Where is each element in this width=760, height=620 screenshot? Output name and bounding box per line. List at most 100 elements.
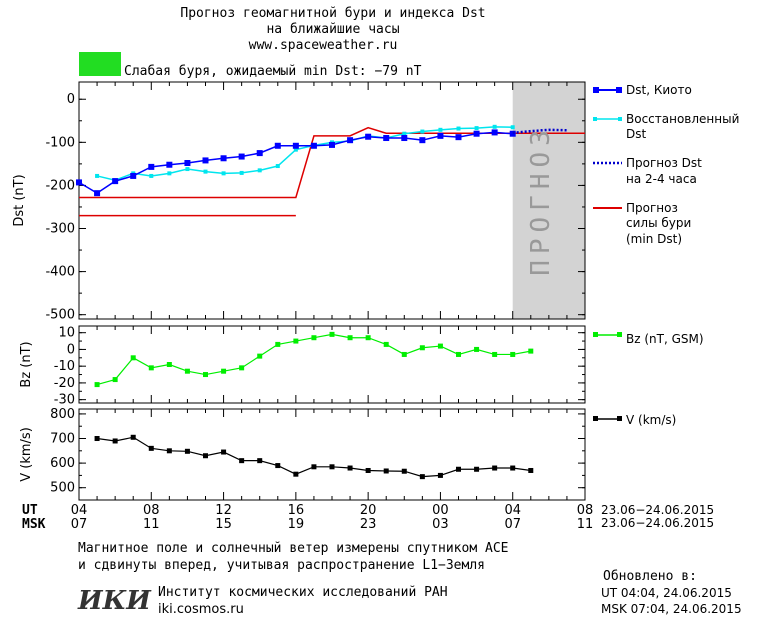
msk-tick-label: 07 bbox=[71, 517, 88, 532]
v-point bbox=[311, 464, 317, 470]
storm-status-swatch bbox=[79, 52, 121, 76]
y-tick-label: 500 bbox=[50, 481, 75, 496]
restored-dst-point bbox=[239, 170, 244, 175]
dst-kyoto-point bbox=[509, 130, 516, 137]
legend-bz-marker bbox=[617, 332, 622, 337]
y-tick-label: 0 bbox=[67, 342, 75, 357]
bz-line bbox=[96, 333, 531, 386]
restored-dst-point bbox=[420, 129, 425, 134]
institute-url[interactable]: iki.cosmos.ru bbox=[158, 602, 244, 617]
restored-dst-point bbox=[167, 171, 172, 176]
legend-dst: Dst, Киото Восстановленный Dst Прогноз D… bbox=[593, 83, 739, 246]
y-tick-label: -400 bbox=[45, 265, 75, 280]
ut-tick-label: 00 bbox=[432, 503, 449, 518]
dst-kyoto-point bbox=[76, 179, 82, 186]
dst-kyoto-point bbox=[238, 153, 245, 160]
restored-dst-point bbox=[149, 173, 154, 178]
chart-marks bbox=[76, 124, 585, 480]
y-tick-label: -10 bbox=[54, 359, 75, 374]
msk-tick-label: 19 bbox=[288, 517, 305, 532]
bz-point bbox=[203, 372, 208, 378]
v-point bbox=[257, 458, 263, 464]
updated-ut: UT 04:04, 24.06.2015 bbox=[601, 586, 732, 600]
legend-restored-1: Восстановленный bbox=[626, 112, 739, 126]
dst-kyoto-point bbox=[455, 134, 462, 141]
v-point bbox=[419, 474, 425, 480]
dst-forecast-line bbox=[512, 128, 567, 135]
bz-point bbox=[166, 362, 172, 367]
legend-restored-marker bbox=[618, 117, 622, 121]
bz-point bbox=[419, 345, 425, 351]
dst-kyoto-point bbox=[419, 137, 426, 144]
bz-point bbox=[148, 365, 154, 371]
bz-point bbox=[94, 382, 100, 388]
bz-point bbox=[112, 377, 118, 383]
dst-kyoto-point bbox=[310, 142, 317, 149]
dst-kyoto-point bbox=[473, 130, 480, 137]
bz-point bbox=[456, 351, 461, 357]
msk-tick-label: 11 bbox=[143, 517, 160, 532]
dst-kyoto-point bbox=[112, 178, 119, 185]
bz-point bbox=[437, 343, 443, 349]
dst-kyoto-point bbox=[401, 135, 408, 142]
y-tick-label: 700 bbox=[50, 432, 75, 447]
msk-tick-label: 15 bbox=[215, 517, 232, 532]
v-point bbox=[347, 465, 353, 471]
v-point bbox=[112, 438, 118, 444]
v-point bbox=[203, 453, 208, 459]
dst-kyoto-point bbox=[220, 155, 227, 162]
legend-bz-label: Bz (nT, GSM) bbox=[626, 332, 704, 346]
bz-point bbox=[239, 365, 245, 371]
legend-dst-kyoto-marker bbox=[616, 87, 622, 93]
y-tick-label: 800 bbox=[50, 407, 75, 422]
dst-kyoto-point bbox=[148, 163, 155, 170]
v-point bbox=[94, 436, 100, 442]
bz-point bbox=[474, 346, 480, 352]
bz-point bbox=[510, 351, 516, 357]
restored-dst-point bbox=[438, 127, 443, 132]
restored-dst-point bbox=[492, 124, 497, 129]
bz-point bbox=[365, 335, 371, 341]
ut-date-range: 23.06−24.06.2015 bbox=[601, 503, 714, 517]
v-line bbox=[96, 436, 531, 478]
restored-dst-point bbox=[275, 164, 280, 169]
y-axis-label: Dst (nT) bbox=[12, 174, 27, 226]
bz-point bbox=[383, 341, 389, 347]
legend-dst-kyoto: Dst, Киото bbox=[626, 83, 692, 97]
bz-point bbox=[221, 368, 227, 374]
legend-v-label: V (km/s) bbox=[626, 413, 676, 427]
msk-date-range: 23.06−24.06.2015 bbox=[601, 516, 714, 530]
ut-tick-label: 20 bbox=[360, 503, 377, 518]
restored-dst-point bbox=[510, 125, 515, 130]
msk-axis-label: MSK bbox=[22, 517, 46, 532]
msk-tick-label: 07 bbox=[504, 517, 521, 532]
legend-storm-3: (min Dst) bbox=[626, 232, 682, 246]
v-point bbox=[166, 448, 172, 454]
updated-msk: MSK 07:04, 24.06.2015 bbox=[601, 602, 742, 616]
v-point bbox=[510, 465, 516, 471]
title-line2: на ближайшие часы bbox=[266, 22, 399, 37]
v-point bbox=[293, 471, 299, 477]
restored-dst-point bbox=[203, 169, 208, 174]
legend-v-marker bbox=[617, 416, 622, 421]
v-point bbox=[437, 472, 443, 478]
legend-storm-2: силы бури bbox=[626, 216, 691, 230]
ut-tick-label: 16 bbox=[288, 503, 305, 518]
y-tick-label: -300 bbox=[45, 222, 75, 237]
legend-restored-marker bbox=[593, 117, 597, 121]
v-point bbox=[239, 458, 245, 464]
storm-forecast-line bbox=[79, 126, 585, 199]
y-axis-label: Bz (nT) bbox=[19, 341, 34, 387]
note-line2: и сдвинуты вперед, учитывая распростране… bbox=[78, 558, 485, 573]
v-point bbox=[474, 466, 480, 472]
legend-storm-1: Прогноз bbox=[626, 201, 678, 215]
bz-point bbox=[329, 331, 335, 337]
iki-logo: ИКИ bbox=[77, 586, 152, 616]
legend-v-marker bbox=[593, 416, 598, 421]
restored-dst-point bbox=[257, 168, 262, 173]
bz-point bbox=[401, 351, 407, 357]
bz-point bbox=[184, 368, 190, 374]
ut-tick-label: 12 bbox=[215, 503, 232, 518]
